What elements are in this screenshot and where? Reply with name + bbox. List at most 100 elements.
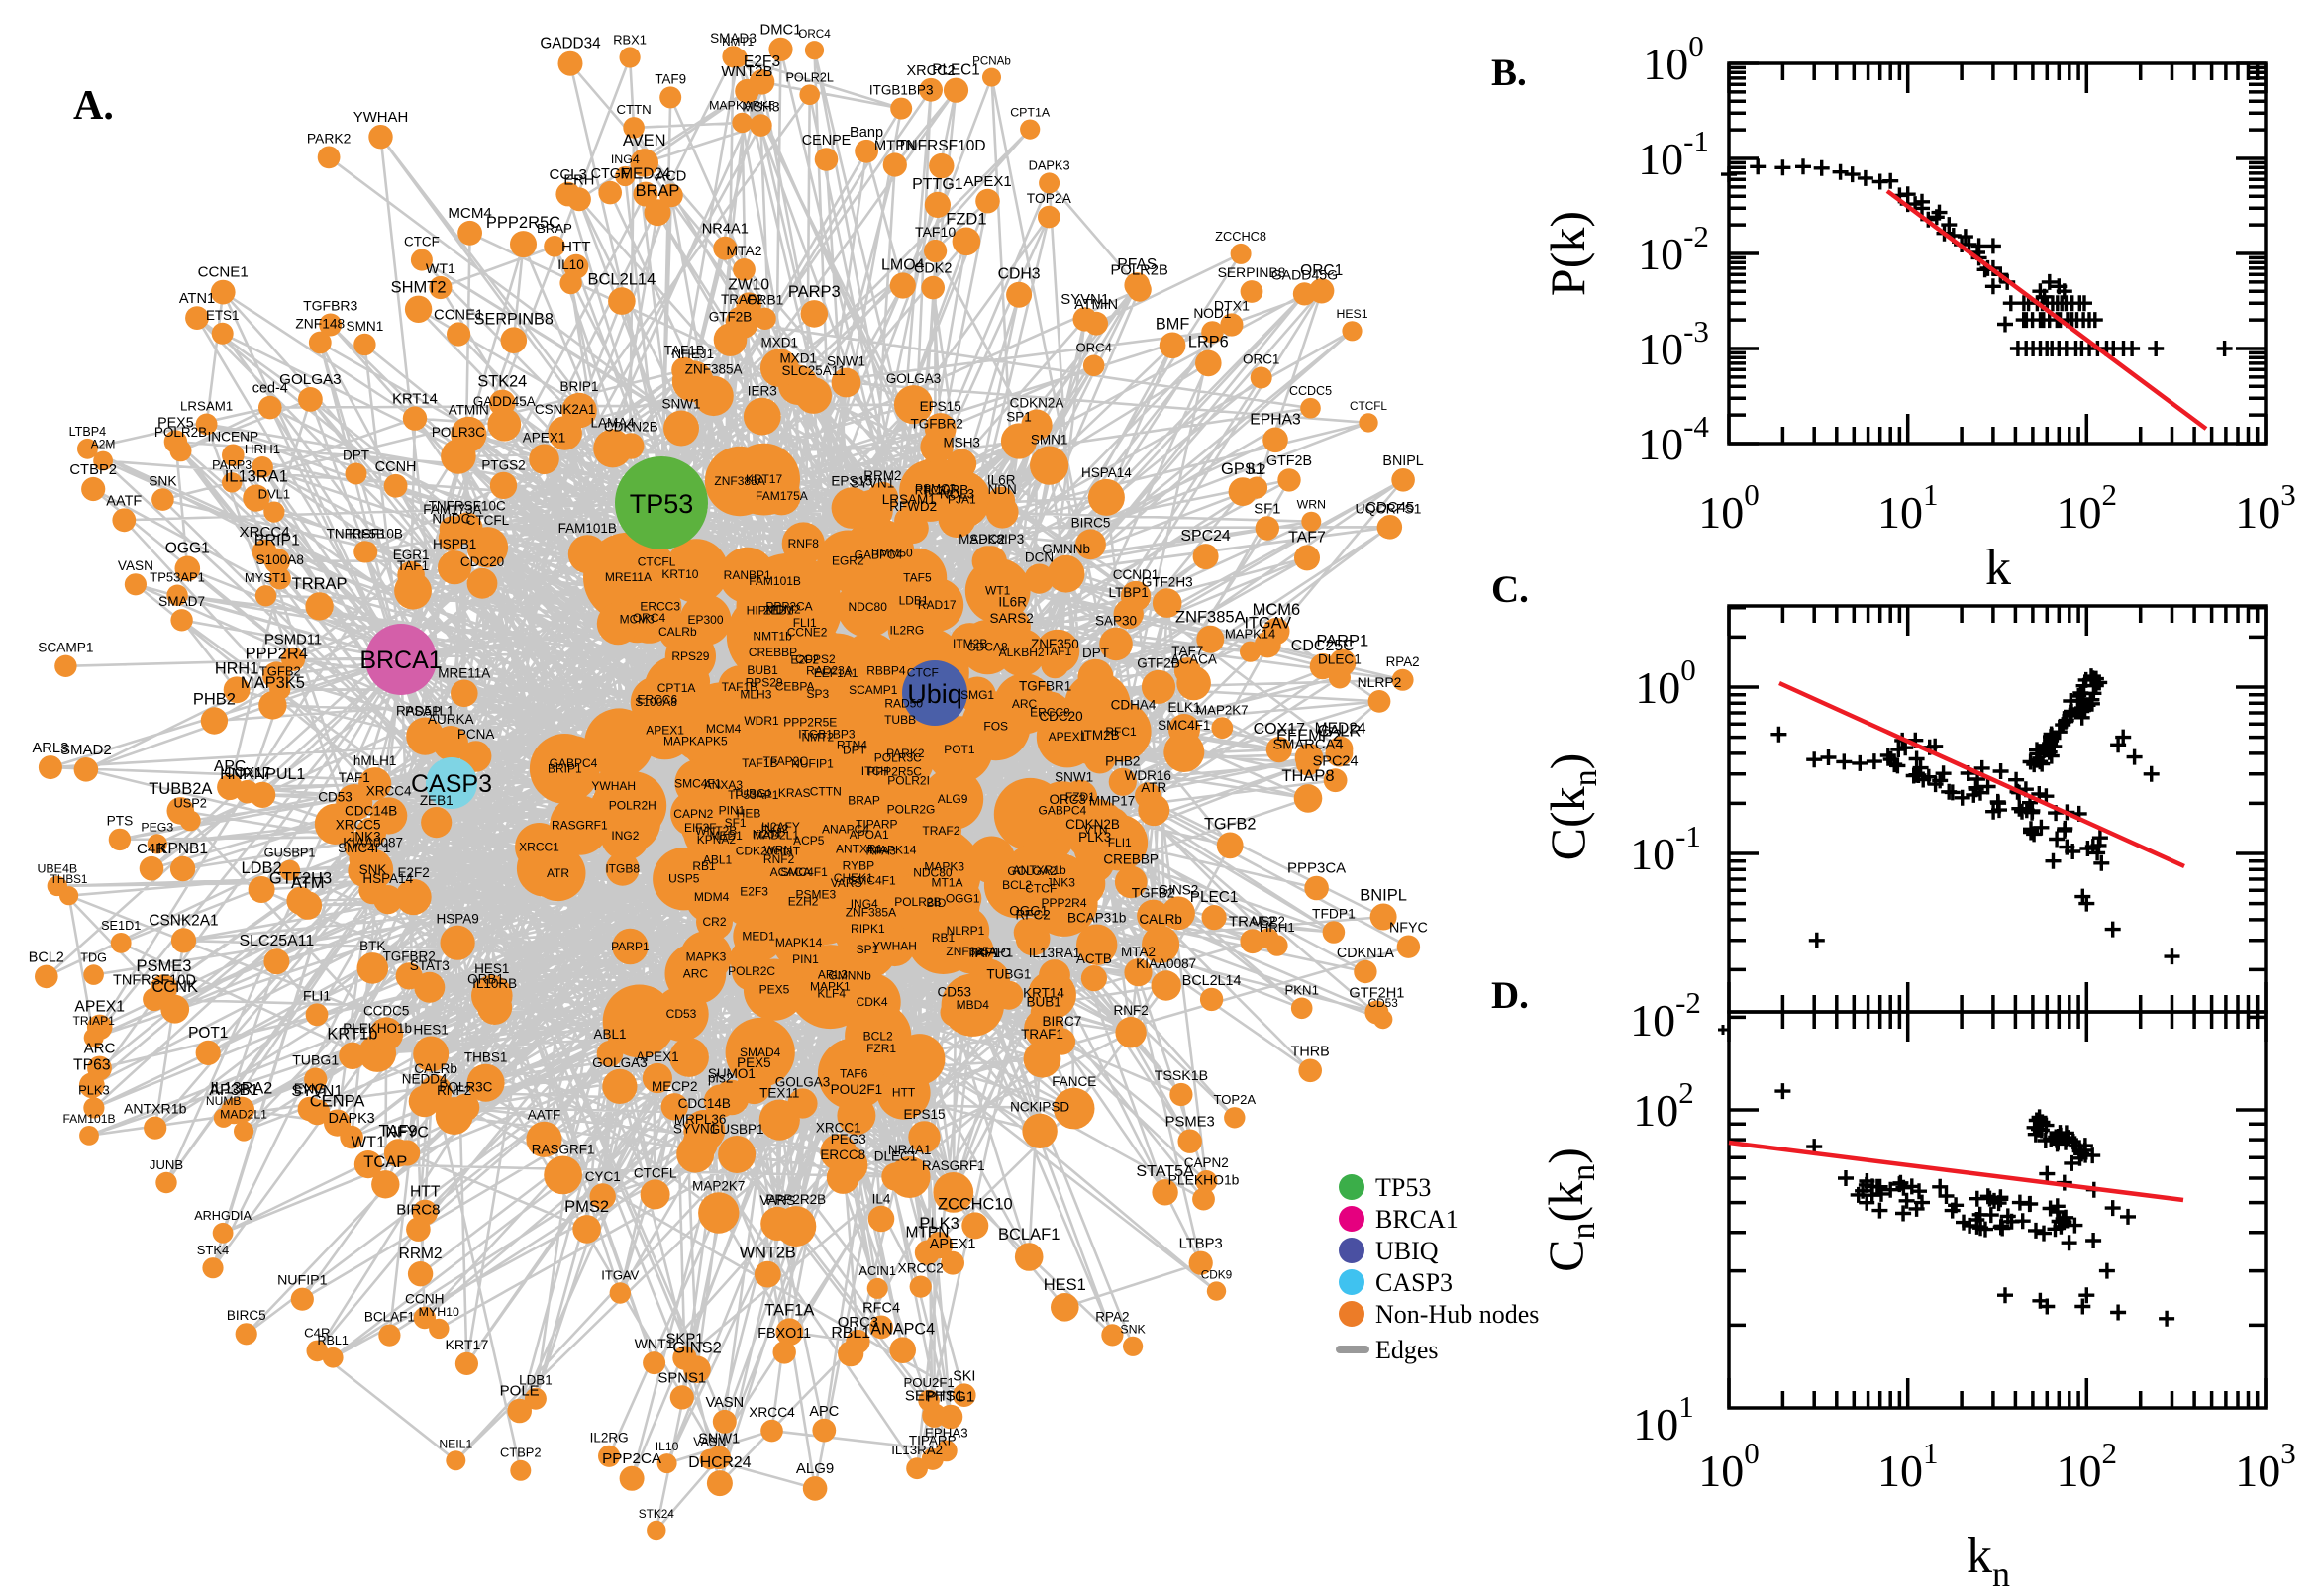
svg-text:WT1: WT1 bbox=[426, 261, 455, 277]
svg-text:LTBP3: LTBP3 bbox=[1179, 1237, 1223, 1252]
svg-text:COX17: COX17 bbox=[224, 765, 270, 781]
svg-text:WNT2B: WNT2B bbox=[740, 1245, 796, 1262]
svg-text:ACD: ACD bbox=[656, 168, 686, 184]
svg-text:MCM3: MCM3 bbox=[620, 612, 656, 626]
svg-text:ACP5: ACP5 bbox=[793, 834, 825, 848]
svg-text:RASGRF1: RASGRF1 bbox=[532, 1142, 595, 1156]
svg-text:WT1: WT1 bbox=[351, 1134, 385, 1151]
svg-text:RNF2: RNF2 bbox=[437, 1083, 471, 1098]
svg-text:IL10: IL10 bbox=[557, 257, 584, 272]
svg-text:MCM4: MCM4 bbox=[706, 722, 742, 736]
svg-text:AATF: AATF bbox=[106, 494, 142, 510]
svg-text:YWHAH: YWHAH bbox=[591, 779, 636, 793]
svg-text:CDC20: CDC20 bbox=[460, 554, 504, 569]
svg-text:CENPA: CENPA bbox=[310, 1093, 365, 1111]
svg-text:XRCC4: XRCC4 bbox=[240, 524, 290, 541]
svg-text:FLI1: FLI1 bbox=[793, 616, 817, 630]
svg-text:FANCE: FANCE bbox=[1052, 1074, 1096, 1089]
svg-text:SMC4F1: SMC4F1 bbox=[674, 777, 722, 791]
svg-text:BRAP: BRAP bbox=[848, 794, 880, 808]
svg-text:ZW10: ZW10 bbox=[728, 276, 769, 293]
svg-text:MT1A: MT1A bbox=[931, 876, 962, 890]
svg-text:TAF1B: TAF1B bbox=[742, 756, 777, 770]
svg-text:ARC: ARC bbox=[84, 1041, 116, 1057]
svg-text:ING4: ING4 bbox=[611, 152, 640, 166]
svg-text:CTBP2: CTBP2 bbox=[69, 462, 117, 478]
svg-text:SAP30: SAP30 bbox=[1095, 614, 1137, 629]
svg-text:ORC4: ORC4 bbox=[1076, 341, 1112, 355]
svg-text:CDKN2A: CDKN2A bbox=[1010, 396, 1064, 411]
svg-text:SPC24: SPC24 bbox=[1313, 753, 1359, 769]
svg-text:CHEK1: CHEK1 bbox=[834, 871, 873, 885]
svg-text:TRRAP: TRRAP bbox=[292, 575, 348, 593]
svg-text:MYH10: MYH10 bbox=[419, 1305, 459, 1319]
svg-text:KLF4: KLF4 bbox=[817, 986, 846, 1000]
svg-text:RPA2: RPA2 bbox=[1386, 654, 1420, 669]
svg-text:TNFRSF10C: TNFRSF10C bbox=[429, 499, 506, 514]
svg-text:XRCC4: XRCC4 bbox=[749, 1405, 795, 1420]
svg-text:LRSAM1: LRSAM1 bbox=[180, 399, 233, 414]
svg-text:ATMIN: ATMIN bbox=[449, 403, 489, 418]
svg-text:ABL1: ABL1 bbox=[593, 1027, 626, 1042]
svg-text:SKI: SKI bbox=[953, 1368, 975, 1384]
svg-text:H2AFY: H2AFY bbox=[761, 820, 800, 834]
svg-text:SMN1: SMN1 bbox=[347, 319, 384, 334]
svg-text:WRN: WRN bbox=[763, 843, 792, 856]
svg-text:APOA1: APOA1 bbox=[850, 828, 889, 842]
svg-text:GADD34: GADD34 bbox=[540, 36, 601, 52]
svg-text:E2F2: E2F2 bbox=[397, 865, 429, 880]
svg-text:SCAMP1: SCAMP1 bbox=[849, 683, 898, 697]
svg-text:TUBG1: TUBG1 bbox=[292, 1052, 339, 1068]
svg-text:ITGB1BP3: ITGB1BP3 bbox=[869, 83, 934, 98]
svg-text:WRN: WRN bbox=[1297, 498, 1326, 512]
svg-text:POT1: POT1 bbox=[944, 743, 975, 756]
svg-text:HRH1: HRH1 bbox=[1260, 920, 1295, 935]
svg-text:ZNF385A: ZNF385A bbox=[946, 945, 996, 958]
svg-text:CTCFL: CTCFL bbox=[1350, 399, 1387, 413]
svg-text:MAP2K7: MAP2K7 bbox=[692, 1178, 745, 1193]
svg-text:XRCC5: XRCC5 bbox=[336, 818, 381, 833]
svg-text:CALRb: CALRb bbox=[658, 625, 697, 639]
svg-text:HSPA9: HSPA9 bbox=[436, 912, 478, 927]
svg-text:NMT1b: NMT1b bbox=[753, 630, 792, 644]
svg-text:NR4A1: NR4A1 bbox=[888, 1143, 932, 1157]
svg-text:BCL2: BCL2 bbox=[29, 950, 64, 966]
svg-text:XRCC1: XRCC1 bbox=[519, 840, 559, 853]
svg-text:EP300: EP300 bbox=[687, 613, 723, 627]
svg-text:SNW1: SNW1 bbox=[1055, 770, 1093, 785]
svg-text:PPP2R5C: PPP2R5C bbox=[867, 765, 922, 779]
svg-text:ACACA: ACACA bbox=[1170, 652, 1217, 667]
svg-text:STK24: STK24 bbox=[639, 1507, 675, 1521]
svg-text:TEX11: TEX11 bbox=[759, 1085, 799, 1100]
svg-text:TGFB2: TGFB2 bbox=[1132, 886, 1175, 901]
svg-text:HTT: HTT bbox=[561, 239, 591, 255]
svg-text:YWHAH: YWHAH bbox=[872, 940, 917, 953]
svg-text:MDM2: MDM2 bbox=[765, 602, 801, 616]
svg-text:MBD4: MBD4 bbox=[957, 998, 990, 1012]
svg-text:POLR2L: POLR2L bbox=[786, 70, 834, 84]
svg-text:UBE4B: UBE4B bbox=[37, 862, 77, 876]
svg-text:NMT2: NMT2 bbox=[801, 730, 834, 744]
svg-text:VASN: VASN bbox=[693, 1436, 726, 1449]
svg-text:TAF1: TAF1 bbox=[339, 770, 370, 785]
svg-text:RBL1: RBL1 bbox=[831, 1325, 870, 1342]
svg-text:ACTB: ACTB bbox=[1076, 951, 1112, 966]
svg-text:THBS1: THBS1 bbox=[50, 873, 88, 886]
svg-text:CCNE1: CCNE1 bbox=[434, 307, 483, 323]
svg-text:PIN1: PIN1 bbox=[792, 952, 819, 966]
svg-text:Ubiq: Ubiq bbox=[907, 679, 962, 709]
svg-text:GOLGA3: GOLGA3 bbox=[775, 1074, 831, 1089]
svg-text:LRP6: LRP6 bbox=[1188, 334, 1229, 351]
svg-text:LDB1: LDB1 bbox=[519, 1373, 553, 1388]
svg-text:AP3B1: AP3B1 bbox=[209, 1081, 258, 1099]
svg-text:PPP2R2B: PPP2R2B bbox=[765, 1192, 826, 1207]
svg-text:LAMA4: LAMA4 bbox=[591, 415, 636, 430]
svg-text:SF1: SF1 bbox=[725, 816, 747, 830]
svg-text:ORB1: ORB1 bbox=[467, 971, 504, 986]
svg-text:MAPKAPK5: MAPKAPK5 bbox=[709, 99, 775, 113]
svg-text:HNRNPUL1: HNRNPUL1 bbox=[220, 766, 305, 783]
svg-text:POLR2B: POLR2B bbox=[1110, 263, 1168, 279]
svg-text:PPP2R4: PPP2R4 bbox=[246, 645, 308, 662]
svg-text:PLEC1: PLEC1 bbox=[932, 62, 979, 79]
svg-text:CDK4: CDK4 bbox=[857, 995, 888, 1009]
